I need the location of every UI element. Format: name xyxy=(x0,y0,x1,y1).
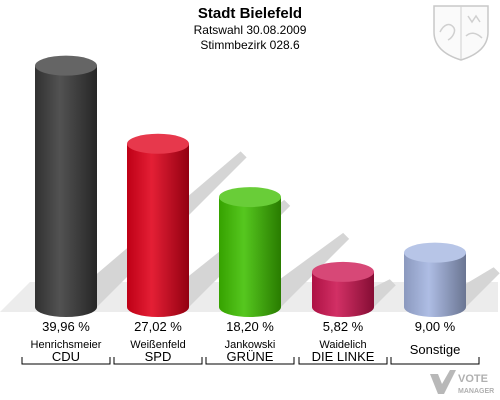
value-label: 18,20 % xyxy=(226,319,274,334)
category-label: GRÜNE xyxy=(227,349,274,364)
candidate-label: Waidelich xyxy=(319,339,366,351)
label-bracket xyxy=(298,357,388,365)
bar-die-linke xyxy=(312,271,374,317)
category-label: SPD xyxy=(145,349,172,364)
category-label: CDU xyxy=(52,349,80,364)
bar-top xyxy=(35,55,97,76)
chart-subtitle-date: Ratswahl 30.08.2009 xyxy=(193,23,307,37)
label-bracket xyxy=(21,357,111,365)
bar-top xyxy=(127,133,189,154)
svg-text:VOTE: VOTE xyxy=(458,373,488,385)
bar-grüne xyxy=(219,197,281,317)
value-label: 39,96 % xyxy=(42,319,90,334)
category-label: DIE LINKE xyxy=(312,349,375,364)
candidate-label: Henrichsmeier xyxy=(31,339,102,351)
candidate-label: Jankowski xyxy=(225,339,276,351)
bar-spd xyxy=(127,143,189,317)
chart-subtitle-district: Stimmbezirk 028.6 xyxy=(200,38,300,52)
svg-text:MANAGER: MANAGER xyxy=(458,388,494,395)
label-bracket xyxy=(205,357,295,365)
vote-manager-logo: VOTE MANAGER xyxy=(430,370,494,395)
bar-top xyxy=(404,242,466,263)
bar-cdu xyxy=(35,65,97,317)
label-bracket xyxy=(113,357,203,365)
value-label: 27,02 % xyxy=(134,319,182,334)
bar-top xyxy=(312,261,374,282)
bar-sonstige xyxy=(404,252,466,317)
candidate-label: Weißenfeld xyxy=(130,339,185,351)
chart-title: Stadt Bielefeld xyxy=(197,5,303,22)
category-label: Sonstige xyxy=(410,342,461,357)
value-label: 9,00 % xyxy=(415,319,456,334)
coat-of-arms-icon xyxy=(433,5,489,61)
bar-top xyxy=(219,187,281,208)
label-bracket xyxy=(390,357,480,365)
value-label: 5,82 % xyxy=(323,319,364,334)
